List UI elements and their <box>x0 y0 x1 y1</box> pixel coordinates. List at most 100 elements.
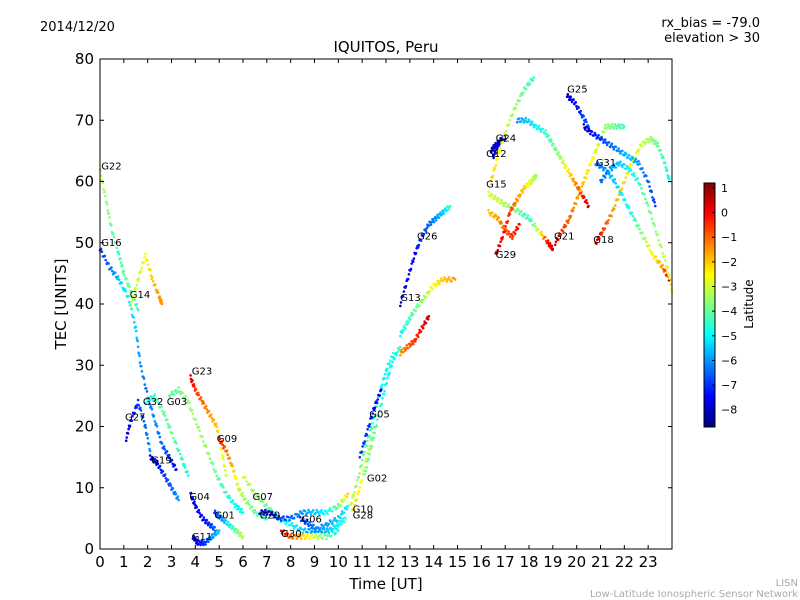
tec-point <box>241 491 244 495</box>
tec-point <box>547 134 550 137</box>
tec-point <box>151 276 154 279</box>
tec-point <box>604 176 607 179</box>
colorbar-ticks: 1 0 −1 −2 −3 −4 −5 −6 −7 −8 <box>712 182 737 417</box>
tec-point <box>260 498 264 501</box>
tec-point <box>624 203 628 206</box>
tec-point <box>666 266 669 270</box>
tec-point <box>449 204 452 208</box>
tec-point <box>527 179 531 183</box>
tec-point <box>145 390 149 393</box>
tec-point <box>158 435 162 439</box>
tec-point <box>600 233 603 237</box>
tec-point <box>636 176 639 180</box>
tec-point <box>340 498 344 502</box>
tec-point <box>212 418 216 421</box>
tec-point <box>647 180 651 184</box>
tec-point <box>439 211 442 215</box>
tec-point <box>166 478 170 482</box>
tec-point <box>144 426 148 429</box>
tec-point <box>104 258 107 262</box>
tec-point <box>621 165 624 169</box>
tec-point <box>419 239 423 242</box>
tec-point <box>274 513 278 516</box>
tec-point <box>541 127 545 131</box>
tec-point <box>124 289 127 293</box>
tec-point <box>175 447 179 451</box>
tec-point <box>595 242 598 245</box>
x-tick-label: 11 <box>353 553 372 571</box>
tec-point <box>253 508 257 512</box>
tec-point <box>517 209 520 212</box>
tec-point <box>327 509 331 512</box>
tec-point <box>506 205 509 208</box>
tec-point <box>329 526 333 530</box>
tec-point <box>207 452 211 456</box>
tec-point <box>367 425 371 428</box>
tec-point <box>197 542 200 546</box>
tec-point <box>564 224 568 228</box>
tec-point <box>513 204 517 207</box>
tec-point <box>633 174 637 178</box>
tec-point <box>571 209 575 213</box>
tec-point <box>135 283 138 287</box>
satellite-label: G16 <box>101 238 121 249</box>
tec-point <box>319 533 322 536</box>
tec-point <box>117 252 121 256</box>
satellite-label: G05 <box>369 409 389 420</box>
tec-point <box>284 522 288 526</box>
tec-point <box>308 521 312 524</box>
tec-point <box>491 174 495 178</box>
tec-point <box>358 486 362 489</box>
tec-point <box>612 147 616 151</box>
tec-point <box>487 208 490 212</box>
tec-point <box>210 416 214 420</box>
tec-point <box>518 99 521 103</box>
tec-point <box>301 512 304 516</box>
y-tick-label: 70 <box>75 111 94 129</box>
tec-point <box>399 301 403 304</box>
tec-point <box>172 393 176 397</box>
x-tick-label: 21 <box>591 553 610 571</box>
tec-point <box>500 238 504 241</box>
tec-point <box>375 405 379 408</box>
tec-point <box>224 469 227 472</box>
tec-point <box>329 534 333 538</box>
tec-point <box>610 142 614 146</box>
tec-point <box>280 532 284 535</box>
tec-point <box>653 224 657 227</box>
tec-point <box>338 504 342 507</box>
tec-point <box>630 211 634 214</box>
tec-point <box>521 190 525 194</box>
tec-point <box>312 523 315 527</box>
tec-point <box>494 151 497 155</box>
tec-point <box>601 137 604 141</box>
tec-point <box>208 535 212 539</box>
tec-point <box>237 505 240 508</box>
tec-point <box>401 350 405 354</box>
tec-point <box>373 414 376 418</box>
x-tick-label: 10 <box>329 553 348 571</box>
colorbar-tick-label: −5 <box>721 330 737 343</box>
tec-point <box>309 513 313 516</box>
tec-point <box>225 449 229 453</box>
tec-point <box>366 460 369 463</box>
tec-point <box>435 283 438 286</box>
tec-point <box>501 236 505 239</box>
tec-point <box>422 232 426 236</box>
tec-point <box>135 336 138 340</box>
tec-point <box>110 266 113 269</box>
tec-point <box>125 436 128 439</box>
tec-point <box>369 447 373 450</box>
tec-point <box>642 171 645 174</box>
tec-point <box>108 216 111 219</box>
satellite-label: G26 <box>417 232 437 243</box>
tec-point <box>228 456 232 460</box>
tec-point <box>572 206 576 210</box>
tec-point <box>650 250 654 254</box>
tec-point <box>615 127 618 130</box>
tec-point <box>172 436 175 440</box>
tec-point <box>508 118 512 122</box>
tec-point <box>617 147 620 150</box>
x-tick-label: 9 <box>310 553 320 571</box>
tec-point <box>163 410 166 414</box>
